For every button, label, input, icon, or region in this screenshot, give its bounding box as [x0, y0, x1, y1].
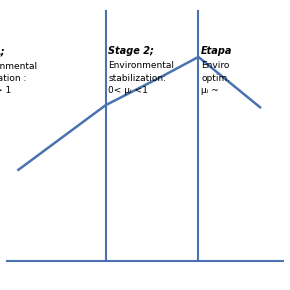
Text: Enviro
optim.
μᵢ ~: Enviro optim. μᵢ ~ [201, 61, 230, 95]
Text: Etapa: Etapa [201, 46, 233, 56]
Text: ønmental
lation :
> 1: ønmental lation : > 1 [0, 61, 38, 95]
Text: 1;: 1; [0, 46, 5, 56]
Text: Environmental
stabilization:
0< μᵢ <1: Environmental stabilization: 0< μᵢ <1 [108, 61, 174, 95]
Text: Stage 2;: Stage 2; [108, 46, 154, 56]
